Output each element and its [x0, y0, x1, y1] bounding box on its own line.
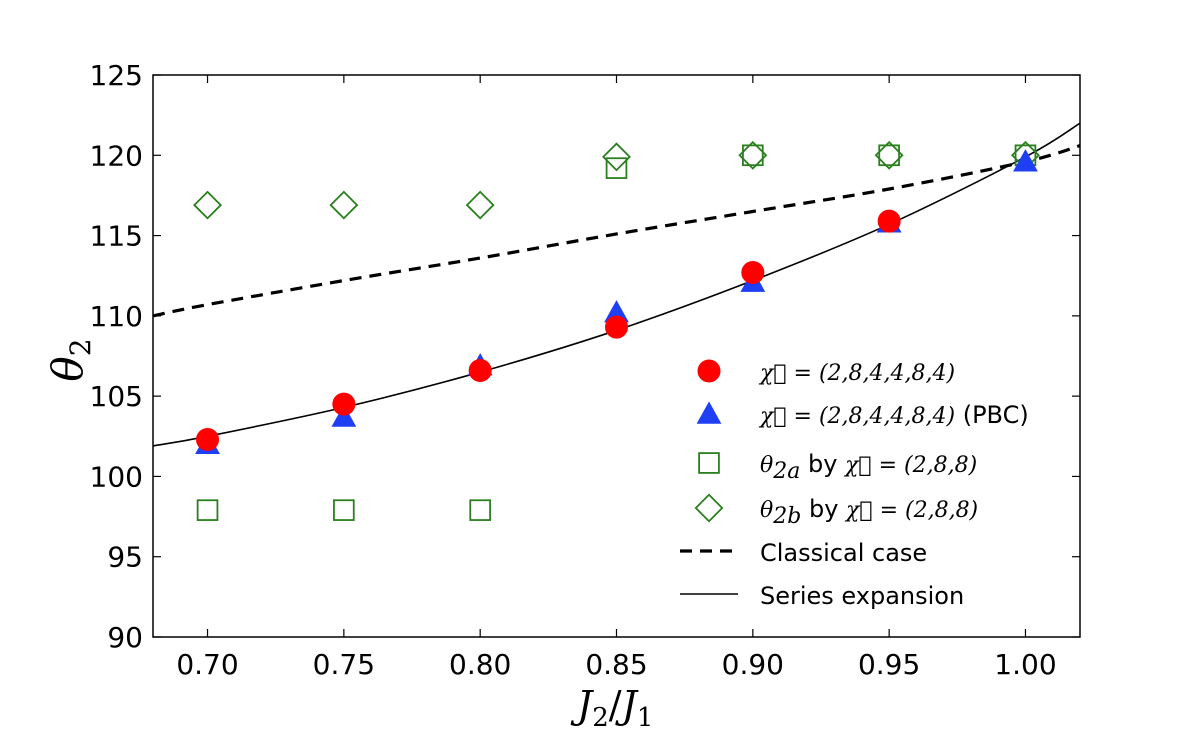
legend-math: χ⃗ = (2,8,4,4,8,4) [758, 404, 955, 429]
chi-284484-point [741, 261, 765, 285]
legend-math-2: χ⃗ = (2,8,8) [844, 498, 978, 523]
legend-marker-icon [694, 493, 724, 523]
legend-entry-series-expansion: Series expansion [680, 582, 964, 610]
y-tick-label: 110 [90, 300, 143, 333]
x-axis-title-j2: J [570, 683, 594, 727]
legend-marker-icon [696, 401, 722, 424]
theta-2a-point [878, 144, 900, 167]
legend-label: θ2a by χ⃗ = (2,8,8) [760, 450, 977, 484]
chi-284484-pbc-point [331, 404, 357, 427]
legend: χ⃗ = (2,8,4,4,8,4)χ⃗ = (2,8,4,4,8,4) (PB… [680, 359, 1029, 610]
legend-entry-theta-2a: θ2a by χ⃗ = (2,8,8) [698, 450, 977, 484]
chi-284484-point [605, 315, 628, 339]
plot-area [152, 74, 1081, 638]
y-tick-label: 100 [90, 460, 143, 493]
legend-math-2: χ⃗ = (2,8,8) [843, 453, 977, 478]
legend-math-sub: 2a [772, 459, 800, 484]
x-tick-label: 0.80 [449, 648, 511, 681]
legend-suffix: by [801, 495, 846, 523]
theta-2a-point [196, 499, 219, 521]
x-tick-label: 0.85 [585, 648, 647, 681]
x-axis-title-sub2: 2 [592, 703, 609, 733]
classical-case-line [152, 144, 1081, 318]
chi-284484-point [468, 358, 492, 382]
x-axis-title-slash: / [609, 683, 622, 727]
theta-2a-point [605, 157, 628, 179]
x-tick-label: 1.00 [994, 648, 1056, 681]
legend-label: θ2b by χ⃗ = (2,8,8) [760, 495, 978, 529]
legend-marker-icon [697, 359, 721, 383]
x-axis: 0.70 0.75 0.80 0.85 0.90 0.95 1.00 [176, 75, 1057, 681]
legend-math: χ⃗ = (2,8,4,4,8,4) [758, 361, 955, 386]
y-tick-label: 115 [90, 220, 143, 253]
legend-math: θ [760, 498, 773, 523]
legend-label: χ⃗ = (2,8,4,4,8,4) (PBC) [758, 401, 1029, 429]
chi-284484-pbc-point [1013, 149, 1038, 172]
series-markers [193, 140, 1040, 521]
legend-suffix: (PBC) [955, 401, 1029, 429]
chi-284484-point [196, 427, 220, 451]
theta-2b-point [193, 190, 223, 220]
legend-entry-chi-284484-pbc: χ⃗ = (2,8,4,4,8,4) (PBC) [696, 401, 1029, 429]
x-tick-label: 0.90 [722, 648, 784, 681]
legend-label: Series expansion [760, 582, 964, 610]
legend-label: Classical case [760, 539, 927, 567]
theta-2a-point [469, 499, 491, 521]
chi-284484-point [332, 392, 356, 416]
legend-entry-theta-2b: θ2b by χ⃗ = (2,8,8) [694, 493, 978, 529]
legend-marker-icon [698, 452, 720, 474]
legend-math-sub: 2b [772, 504, 801, 529]
theta-2a-point [333, 499, 355, 521]
theta-2b-point [465, 190, 495, 220]
x-tick-label: 0.70 [176, 648, 238, 681]
legend-label: χ⃗ = (2,8,4,4,8,4) [758, 361, 955, 386]
y-tick-label: 105 [90, 380, 143, 413]
theta-2b-point [874, 140, 904, 170]
y-axis-title-theta: θ [43, 356, 92, 381]
legend-math: θ [760, 453, 773, 478]
y-axis-title-sub: 2 [64, 338, 97, 356]
x-axis-title: J2/J1 [570, 683, 653, 733]
legend-suffix: by [800, 450, 845, 478]
theta-2a-point [742, 144, 764, 167]
y-tick-label: 120 [90, 139, 143, 172]
theta-2b-point [602, 142, 631, 172]
y-tick-label: 95 [107, 541, 143, 574]
legend-entry-classical-case: Classical case [680, 539, 927, 567]
y-tick-label: 90 [107, 621, 143, 654]
legend-entry-chi-284484: χ⃗ = (2,8,4,4,8,4) [697, 359, 955, 386]
theta-2b-point [738, 140, 768, 170]
x-tick-label: 0.95 [858, 648, 920, 681]
theta-2b-point [329, 190, 359, 220]
y-tick-label: 125 [90, 59, 143, 92]
y-axis-title: θ2 [43, 338, 97, 381]
chi-284484-point [877, 209, 901, 233]
x-axis-title-sub1: 1 [637, 703, 654, 733]
y-axis: 90 95 100 105 110 115 120 125 [90, 59, 1080, 654]
x-tick-label: 0.75 [313, 648, 375, 681]
